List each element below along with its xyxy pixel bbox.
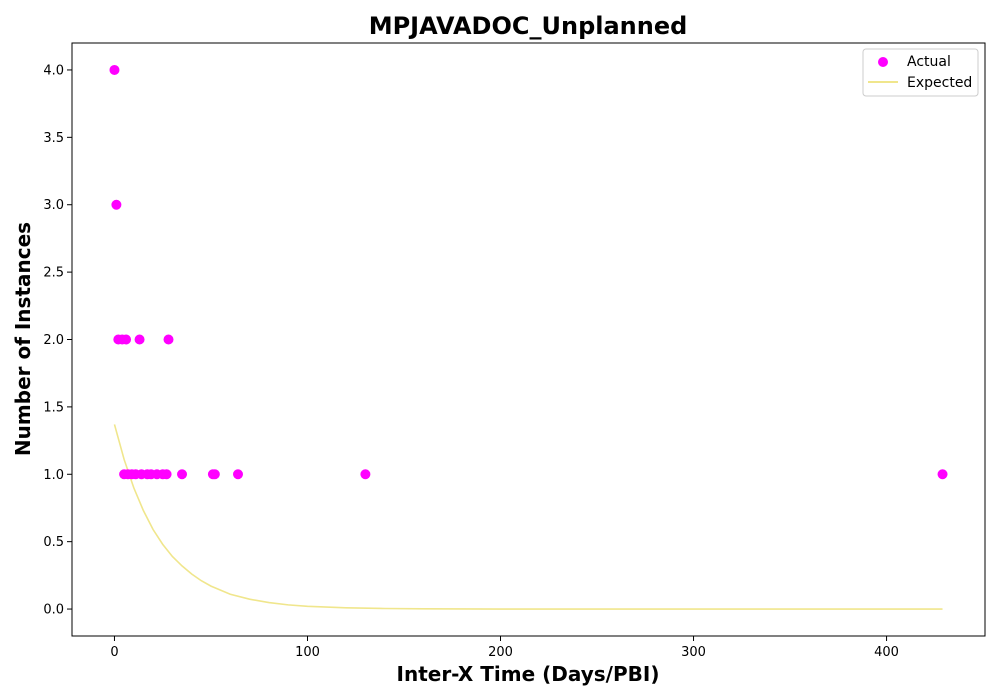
plot-area	[109, 64, 948, 610]
actual-point	[937, 469, 948, 480]
actual-point	[161, 469, 172, 480]
y-tick-label: 0.5	[43, 535, 64, 550]
actual-point	[360, 469, 371, 480]
x-axis-label: Inter-X Time (Days/PBI)	[397, 662, 660, 686]
x-tick-label: 0	[110, 645, 118, 660]
actual-point	[233, 469, 243, 480]
y-tick-label: 2.5	[43, 266, 64, 281]
legend-box	[862, 48, 979, 97]
y-tick-label: 0.0	[43, 603, 64, 618]
actual-point	[177, 469, 188, 480]
actual-point	[121, 334, 132, 345]
y-tick-label: 4.0	[43, 63, 64, 78]
actual-point	[163, 334, 174, 345]
x-tick-label: 300	[681, 645, 706, 660]
legend: Actual Expected	[862, 48, 979, 97]
legend-marker-actual	[878, 57, 888, 67]
x-axis: 0 100 200 300 400	[110, 636, 899, 660]
x-tick-label: 200	[488, 645, 513, 660]
actual-point	[209, 469, 220, 480]
expected-line	[113, 424, 943, 610]
plot-frame	[71, 42, 986, 637]
y-tick-label: 3.5	[43, 131, 64, 146]
actual-point	[111, 199, 122, 210]
y-tick-label: 1.5	[43, 400, 64, 415]
y-axis: 0.0 0.5 1.0 1.5 2.0 2.5 3.0 3.5 4.0	[43, 63, 72, 618]
actual-point	[134, 334, 145, 345]
legend-label-actual: Actual	[907, 54, 951, 70]
y-tick-label: 1.0	[43, 468, 64, 483]
x-tick-label: 100	[295, 645, 320, 660]
y-tick-label: 3.0	[43, 198, 64, 213]
y-axis-label: Number of Instances	[11, 222, 35, 456]
legend-label-expected: Expected	[907, 75, 972, 91]
x-tick-label: 400	[874, 645, 899, 660]
chart-title: MPJAVADOC_Unplanned	[369, 12, 688, 40]
y-tick-label: 2.0	[43, 333, 64, 348]
actual-point	[109, 64, 120, 75]
